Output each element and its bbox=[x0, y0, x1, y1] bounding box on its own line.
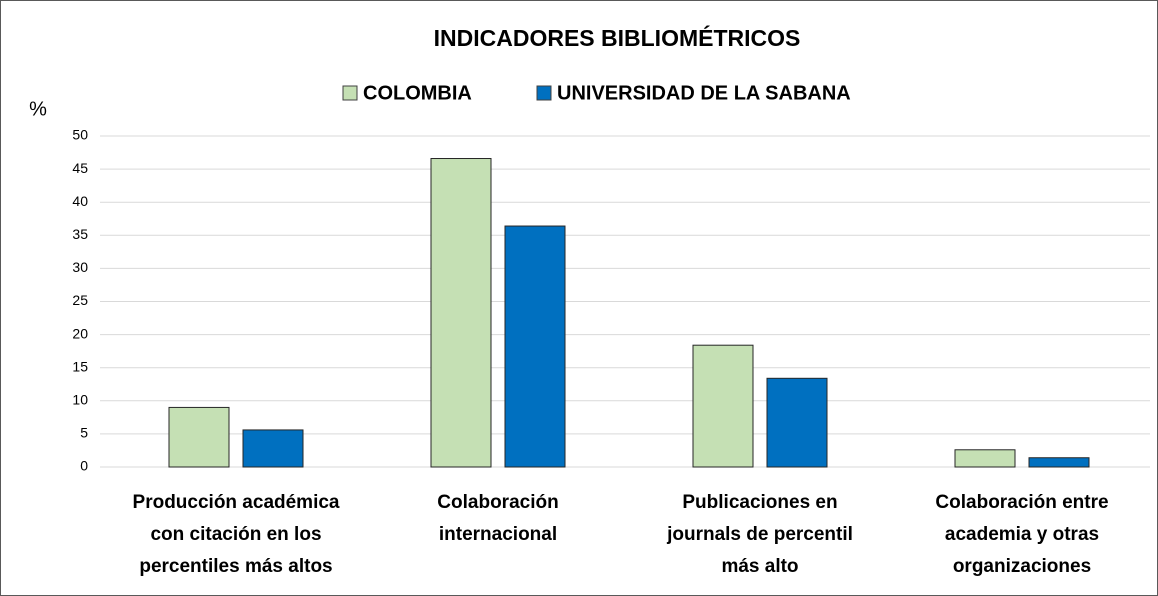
bar bbox=[1028, 457, 1090, 468]
x-tick-label: Producción académica bbox=[133, 492, 340, 513]
y-tick-label: 5 bbox=[80, 425, 88, 441]
y-tick-label: 25 bbox=[72, 292, 88, 308]
y-tick-label: 20 bbox=[72, 325, 88, 341]
y-axis-label: % bbox=[29, 98, 47, 120]
legend-label: COLOMBIA bbox=[363, 82, 472, 104]
bar bbox=[430, 158, 492, 468]
y-tick-label: 15 bbox=[72, 358, 88, 374]
y-tick-label: 35 bbox=[72, 226, 88, 242]
y-tick-label: 50 bbox=[72, 127, 88, 143]
legend-label: UNIVERSIDAD DE LA SABANA bbox=[557, 82, 851, 104]
x-tick-label: organizaciones bbox=[953, 556, 1091, 577]
bar bbox=[692, 344, 754, 468]
bar bbox=[954, 449, 1016, 468]
chart-title: INDICADORES BIBLIOMÉTRICOS bbox=[434, 24, 801, 51]
x-tick-label: percentiles más altos bbox=[139, 556, 332, 577]
y-tick-label: 30 bbox=[72, 259, 88, 275]
x-tick-label: con citación en los bbox=[150, 524, 321, 545]
y-tick-label: 10 bbox=[72, 392, 88, 408]
y-tick-label: 40 bbox=[72, 193, 88, 209]
bar bbox=[242, 429, 304, 468]
y-tick-label: 0 bbox=[80, 458, 88, 474]
x-tick-label: academia y otras bbox=[945, 524, 1099, 545]
bar bbox=[504, 225, 566, 468]
legend-swatch bbox=[536, 85, 552, 101]
bar bbox=[766, 377, 828, 468]
x-tick-label: más alto bbox=[721, 556, 798, 577]
x-tick-label: Colaboración entre bbox=[935, 492, 1108, 513]
y-tick-label: 45 bbox=[72, 160, 88, 176]
x-tick-label: Publicaciones en bbox=[682, 492, 837, 513]
legend-swatch bbox=[342, 85, 358, 101]
x-tick-label: journals de percentil bbox=[666, 524, 853, 545]
bar bbox=[168, 406, 230, 468]
x-tick-label: Colaboración bbox=[437, 492, 558, 513]
x-tick-label: internacional bbox=[439, 524, 557, 545]
